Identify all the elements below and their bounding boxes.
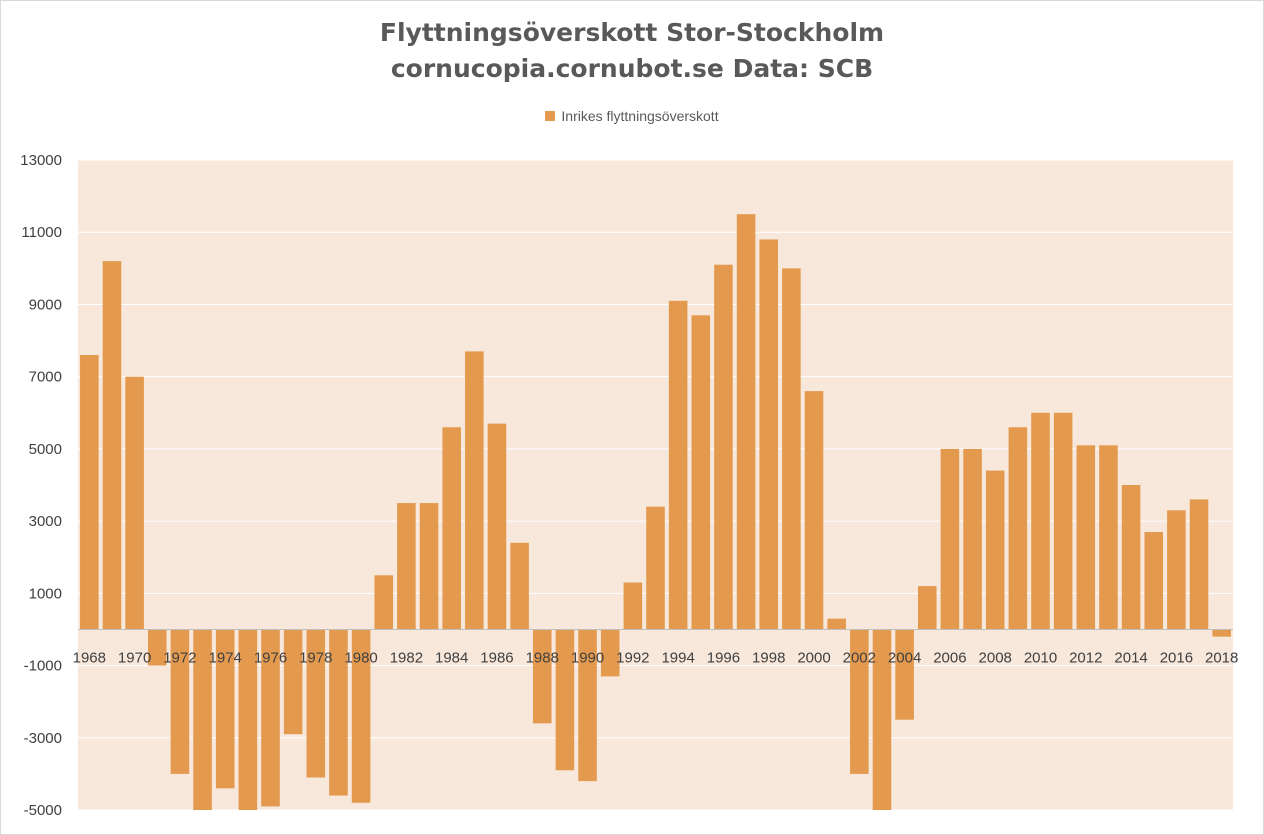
bar — [532, 629, 552, 724]
y-tick-label: -1000 — [24, 658, 62, 675]
x-tick-label: 2006 — [933, 649, 966, 666]
legend-label: Inrikes flyttningsöverskott — [561, 108, 719, 124]
y-tick-label: 5000 — [29, 441, 62, 458]
bar — [782, 268, 801, 630]
bar — [261, 629, 280, 807]
x-tick-label: 1970 — [118, 649, 151, 666]
bar — [759, 239, 779, 630]
bar — [397, 503, 416, 630]
bar — [193, 629, 212, 810]
bar — [1121, 485, 1141, 630]
x-tick-label: 1986 — [480, 649, 513, 666]
bar — [125, 376, 144, 630]
bar — [827, 618, 846, 630]
x-tick-label: 2018 — [1205, 649, 1238, 666]
bar — [600, 629, 620, 677]
bar — [1076, 445, 1096, 630]
x-tick-label: 1990 — [571, 649, 604, 666]
bar — [465, 351, 484, 630]
x-tick-label: 2016 — [1160, 649, 1193, 666]
bar — [917, 586, 937, 630]
y-tick-label: -5000 — [24, 802, 62, 819]
x-tick-label: 1998 — [752, 649, 785, 666]
y-tick-label: 11000 — [21, 224, 62, 241]
bar — [306, 629, 326, 778]
bar — [80, 355, 99, 630]
x-tick-label: 1984 — [435, 649, 468, 666]
x-tick-label: 1996 — [707, 649, 740, 666]
bar — [283, 629, 303, 735]
x-tick-label: 2000 — [797, 649, 830, 666]
bar — [1099, 445, 1118, 630]
x-tick-label: 1978 — [299, 649, 332, 666]
chart-title: Flyttningsöverskott Stor-Stockholm — [379, 18, 885, 47]
bar — [872, 629, 892, 810]
x-tick-label: 2008 — [979, 649, 1012, 666]
bar — [804, 391, 824, 630]
bar — [238, 629, 258, 810]
bar — [510, 542, 529, 630]
y-tick-label: 1000 — [29, 585, 62, 602]
bar — [646, 506, 665, 630]
x-tick-label: 2004 — [888, 649, 921, 666]
legend: Inrikes flyttningsöverskott — [0, 108, 1264, 124]
x-tick-label: 2010 — [1024, 649, 1057, 666]
bar — [895, 629, 914, 720]
x-tick-label: 1974 — [209, 649, 242, 666]
y-tick-label: -3000 — [24, 730, 62, 747]
x-tick-label: 1972 — [163, 649, 196, 666]
bar — [1189, 499, 1209, 630]
x-tick-label: 1988 — [526, 649, 559, 666]
bar — [374, 575, 394, 630]
bar — [714, 264, 733, 630]
x-tick-label: 2002 — [843, 649, 876, 666]
x-tick-label: 1994 — [661, 649, 694, 666]
y-tick-label: 7000 — [29, 369, 62, 386]
bar — [963, 448, 982, 630]
bar — [487, 423, 507, 630]
bar — [578, 629, 597, 782]
bar — [623, 582, 643, 630]
x-tick-label: 1982 — [390, 649, 423, 666]
bar — [215, 629, 235, 789]
bar — [1053, 412, 1073, 630]
bar — [668, 300, 688, 630]
x-tick-label: 2012 — [1069, 649, 1102, 666]
bar — [555, 629, 575, 771]
bar — [940, 448, 960, 630]
bar — [1144, 531, 1164, 630]
x-tick-label: 1980 — [344, 649, 377, 666]
bar — [1167, 510, 1186, 630]
x-tick-label: 2014 — [1114, 649, 1147, 666]
x-tick-label: 1968 — [73, 649, 106, 666]
x-tick-label: 1992 — [616, 649, 649, 666]
bar — [102, 261, 122, 630]
bar — [170, 629, 190, 774]
bar — [1008, 427, 1028, 630]
bar — [351, 629, 371, 803]
bar — [329, 629, 348, 796]
chart-subtitle: cornucopia.cornubot.se Data: SCB — [390, 54, 874, 83]
y-tick-label: 13000 — [20, 152, 62, 169]
y-tick-label: 9000 — [29, 296, 62, 313]
bar — [985, 470, 1005, 630]
bar — [442, 427, 461, 630]
bar — [850, 629, 869, 774]
bar — [1031, 412, 1050, 630]
bar — [147, 629, 167, 666]
x-tick-label: 1976 — [254, 649, 287, 666]
bar — [1212, 629, 1231, 637]
bar — [736, 214, 756, 630]
bar — [691, 315, 711, 630]
y-tick-label: 3000 — [29, 513, 62, 530]
legend-swatch — [545, 111, 556, 121]
bar — [419, 503, 439, 630]
